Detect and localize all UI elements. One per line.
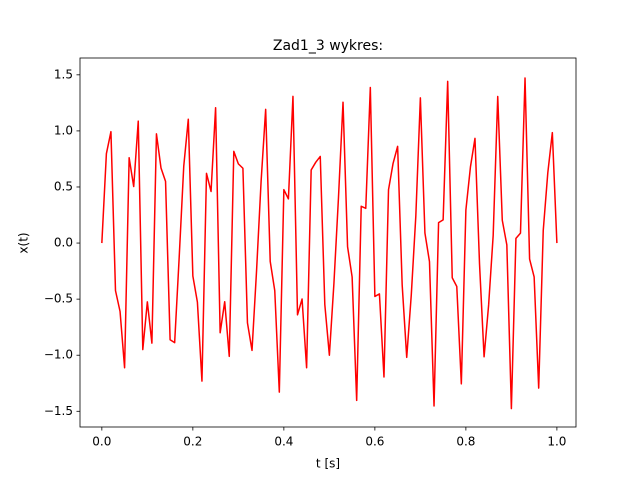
y-axis-label: x(t) bbox=[17, 232, 31, 253]
plot-frame bbox=[79, 57, 577, 428]
y-tick-label: −1.5 bbox=[44, 404, 73, 418]
y-tick-label: 1.0 bbox=[54, 123, 73, 137]
y-tick-label: 0.5 bbox=[54, 179, 73, 193]
x-tick-label: 0.2 bbox=[183, 435, 202, 449]
x-tick-label: 0.6 bbox=[365, 435, 384, 449]
y-tick-label: −1.0 bbox=[44, 348, 73, 362]
x-axis-label: t [s] bbox=[316, 457, 340, 471]
x-tick-label: 0.0 bbox=[92, 435, 111, 449]
y-tick-label: 1.5 bbox=[54, 67, 73, 81]
x-tick-label: 1.0 bbox=[547, 435, 566, 449]
chart-title: Zad1_3 wykres: bbox=[273, 38, 383, 54]
x-tick-label: 0.8 bbox=[456, 435, 475, 449]
data-line bbox=[101, 77, 558, 410]
x-tick-label: 0.4 bbox=[274, 435, 293, 449]
y-tick-label: −0.5 bbox=[44, 292, 73, 306]
y-tick-label: 0.0 bbox=[54, 236, 73, 250]
